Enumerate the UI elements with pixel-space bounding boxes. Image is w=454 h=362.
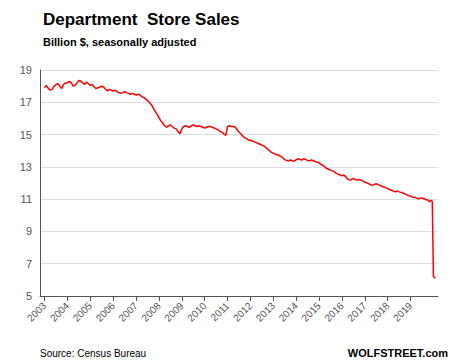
svg-text:19: 19 <box>20 64 32 76</box>
svg-text:2015: 2015 <box>299 300 323 324</box>
svg-text:2012: 2012 <box>231 300 255 324</box>
svg-text:WOLFSTREET.com: WOLFSTREET.com <box>348 347 448 359</box>
svg-text:5: 5 <box>26 290 32 302</box>
svg-text:2011: 2011 <box>208 300 231 323</box>
svg-text:Billion $, seasonally adjusted: Billion $, seasonally adjusted <box>43 36 196 48</box>
svg-text:17: 17 <box>20 96 32 108</box>
svg-text:2013: 2013 <box>254 300 278 324</box>
svg-text:2007: 2007 <box>116 300 140 324</box>
svg-text:15: 15 <box>20 129 32 141</box>
svg-text:9: 9 <box>26 225 32 237</box>
svg-text:2014: 2014 <box>277 300 301 324</box>
svg-text:2006: 2006 <box>94 300 118 324</box>
svg-text:Source: Census Bureau: Source: Census Bureau <box>40 348 146 359</box>
svg-text:2010: 2010 <box>185 300 209 324</box>
svg-text:2008: 2008 <box>139 300 163 324</box>
svg-text:2016: 2016 <box>322 300 346 324</box>
svg-text:13: 13 <box>20 161 32 173</box>
svg-text:2017: 2017 <box>345 300 369 324</box>
svg-text:2003: 2003 <box>25 300 49 324</box>
svg-text:7: 7 <box>26 258 32 270</box>
svg-text:2018: 2018 <box>368 300 392 324</box>
svg-text:11: 11 <box>21 193 32 205</box>
svg-text:2019: 2019 <box>391 300 415 324</box>
svg-text:2005: 2005 <box>71 300 95 324</box>
svg-text:2004: 2004 <box>48 300 72 324</box>
svg-text:2009: 2009 <box>162 300 186 324</box>
svg-text:Department Store Sales: Department Store Sales <box>43 10 240 29</box>
